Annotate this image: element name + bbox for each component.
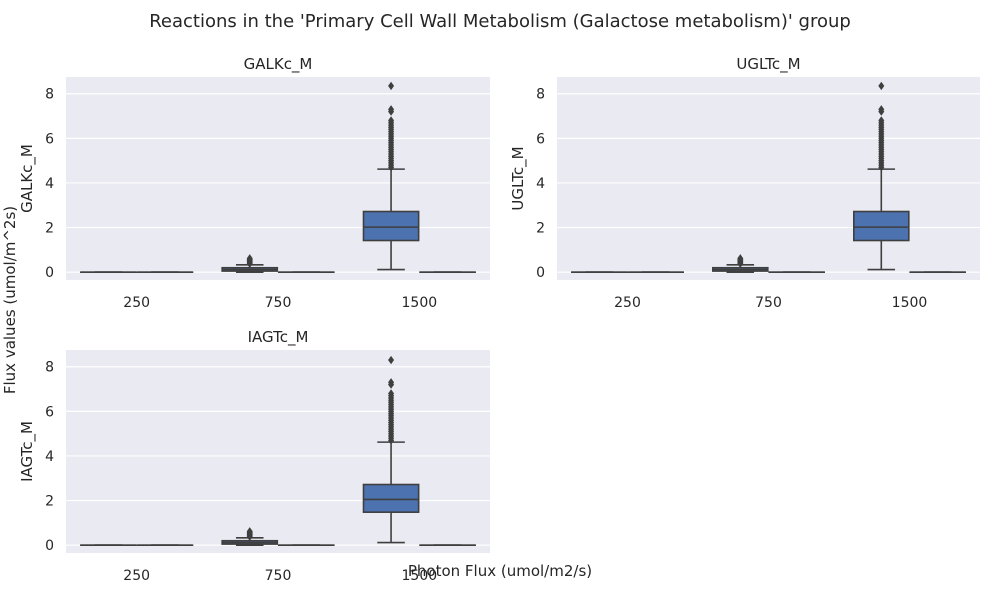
y-tick-label: 0	[45, 538, 54, 554]
x-tick-label: 750	[755, 295, 782, 311]
x-tick-label: 750	[265, 568, 292, 584]
outlier-point	[388, 105, 395, 114]
y-tick-label: 8	[45, 360, 54, 376]
figure-x-label: Photon Flux (umol/m2/s)	[408, 562, 592, 580]
y-tick-label: 0	[45, 265, 54, 281]
subplot-2: 0 2 4 6 8 250 750 1500 IAGTc_M IAGTc_M	[18, 328, 490, 584]
x-tick-label: 1500	[892, 295, 928, 311]
outlier-point	[878, 116, 885, 125]
figure-y-label: Flux values (umol/m^2s)	[1, 206, 19, 394]
x-tick-label: 250	[123, 568, 150, 584]
outlier-point	[246, 527, 253, 536]
box-750-left	[221, 254, 279, 273]
plot-area	[66, 350, 490, 553]
y-tick-label: 2	[45, 494, 54, 510]
subplot-1: 0 2 4 6 8 250 750 1500 UGLTc_M UGLTc_M	[509, 55, 980, 311]
figure-title: Reactions in the 'Primary Cell Wall Meta…	[149, 11, 851, 32]
y-axis-label: GALKc_M	[18, 144, 37, 213]
y-tick-label: 4	[536, 176, 545, 192]
y-tick-label: 4	[45, 449, 54, 465]
box-1500-left	[362, 81, 420, 271]
y-axis-label: IAGTc_M	[18, 421, 37, 482]
box-750-left	[712, 254, 769, 273]
box-750-left	[221, 527, 279, 546]
y-tick-label: 0	[536, 265, 545, 281]
outlier-point	[388, 81, 395, 91]
subplot-title: IAGTc_M	[248, 328, 309, 347]
y-tick-label: 2	[45, 221, 54, 237]
box-body	[362, 210, 420, 242]
y-tick-label: 6	[45, 404, 54, 420]
x-tick-label: 750	[265, 295, 292, 311]
outlier-point	[737, 254, 744, 263]
box-1500-left	[362, 355, 420, 544]
x-tick-label: 1500	[402, 568, 438, 584]
outlier-point	[246, 254, 253, 263]
outlier-point	[878, 105, 885, 114]
y-tick-label: 8	[45, 87, 54, 103]
box-body	[853, 210, 910, 242]
subplot-title: UGLTc_M	[736, 55, 800, 74]
y-tick-label: 8	[536, 87, 545, 103]
outlier-point	[388, 116, 395, 125]
y-tick-label: 2	[536, 221, 545, 237]
subplot-0: 0 2 4 6 8 250 750 1500 GALKc_M GALKc_M	[18, 55, 490, 311]
box-1500-left	[853, 81, 910, 271]
y-axis-label: UGLTc_M	[509, 146, 528, 210]
plot-area	[557, 77, 980, 280]
plot-area	[66, 77, 490, 280]
x-tick-label: 250	[614, 295, 641, 311]
outlier-point	[388, 389, 395, 398]
subplot-title: GALKc_M	[244, 55, 313, 74]
x-tick-label: 1500	[402, 295, 438, 311]
outlier-point	[388, 378, 395, 387]
y-tick-label: 6	[45, 131, 54, 147]
y-tick-label: 4	[45, 176, 54, 192]
outlier-point	[878, 81, 885, 91]
x-tick-label: 250	[123, 295, 150, 311]
subplots: 0 2 4 6 8 250 750 1500 GALKc_M GALKc_M 0 2 4 6 8 250 750…	[18, 55, 980, 584]
box-body	[362, 483, 420, 513]
y-tick-label: 6	[536, 131, 545, 147]
outlier-point	[388, 355, 395, 365]
